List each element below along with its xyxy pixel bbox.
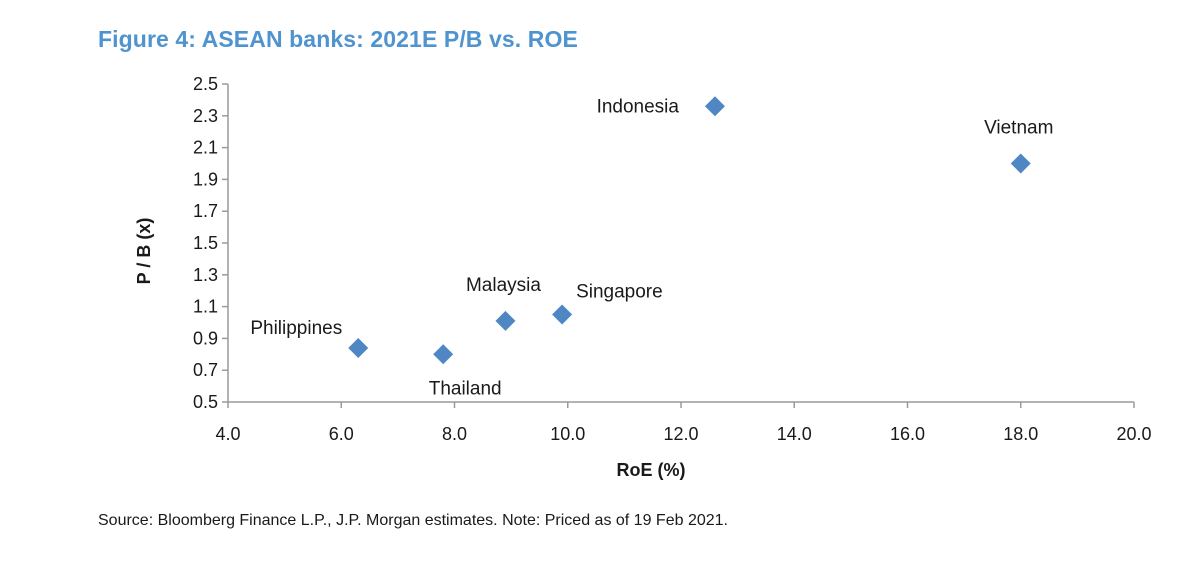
chart-title: Figure 4: ASEAN banks: 2021E P/B vs. ROE (98, 26, 578, 52)
scatter-chart: 0.5 0.7 0.9 1.1 1.3 1.5 1.7 1.9 2.1 2.3 2.5 4.0 6.0… (134, 74, 1152, 480)
point-label-philippines: Philippines (250, 318, 342, 339)
y-tick-label: 1.5 (193, 233, 218, 253)
x-tick-label: 4.0 (215, 424, 240, 444)
y-tick-label: 0.9 (193, 328, 218, 348)
x-tick-label: 8.0 (442, 424, 467, 444)
x-tick-label: 10.0 (550, 424, 585, 444)
point-label-vietnam: Vietnam (984, 118, 1053, 139)
x-tick-label: 16.0 (890, 424, 925, 444)
x-tick-label: 6.0 (329, 424, 354, 444)
x-tick-label: 20.0 (1116, 424, 1151, 444)
x-tick-label: 18.0 (1003, 424, 1038, 444)
x-axis-label: RoE (%) (617, 460, 686, 480)
data-point-vietnam (1010, 153, 1031, 174)
data-point-indonesia (704, 96, 725, 117)
y-tick-label: 2.3 (193, 106, 218, 126)
data-point-philippines (348, 337, 369, 358)
source-note: Source: Bloomberg Finance L.P., J.P. Mor… (98, 512, 728, 529)
data-point-thailand (433, 344, 454, 365)
y-tick-label: 1.3 (193, 265, 218, 285)
y-tick-label: 1.9 (193, 169, 218, 189)
y-tick-label: 0.5 (193, 392, 218, 412)
point-label-singapore: Singapore (576, 282, 663, 303)
y-tick-label: 1.1 (193, 297, 218, 317)
point-label-thailand: Thailand (429, 378, 502, 399)
point-label-indonesia: Indonesia (597, 96, 680, 117)
x-axis: 4.0 6.0 8.0 10.0 12.0 14.0 16.0 18.0 20.0 (215, 401, 1152, 444)
x-tick-label: 12.0 (663, 424, 698, 444)
y-axis: 0.5 0.7 0.9 1.1 1.3 1.5 1.7 1.9 2.1 2.3 2.5 (193, 74, 229, 412)
data-point-singapore (552, 304, 573, 325)
y-tick-label: 1.7 (193, 201, 218, 221)
data-point-malaysia (495, 310, 516, 331)
y-tick-label: 2.5 (193, 74, 218, 94)
y-tick-label: 0.7 (193, 360, 218, 380)
y-axis-label: P / B (x) (134, 218, 154, 285)
y-tick-label: 2.1 (193, 138, 218, 158)
x-tick-label: 14.0 (777, 424, 812, 444)
data-points: Philippines Thailand Malaysia Singapore Indo… (250, 96, 1053, 399)
point-label-malaysia: Malaysia (466, 275, 541, 296)
